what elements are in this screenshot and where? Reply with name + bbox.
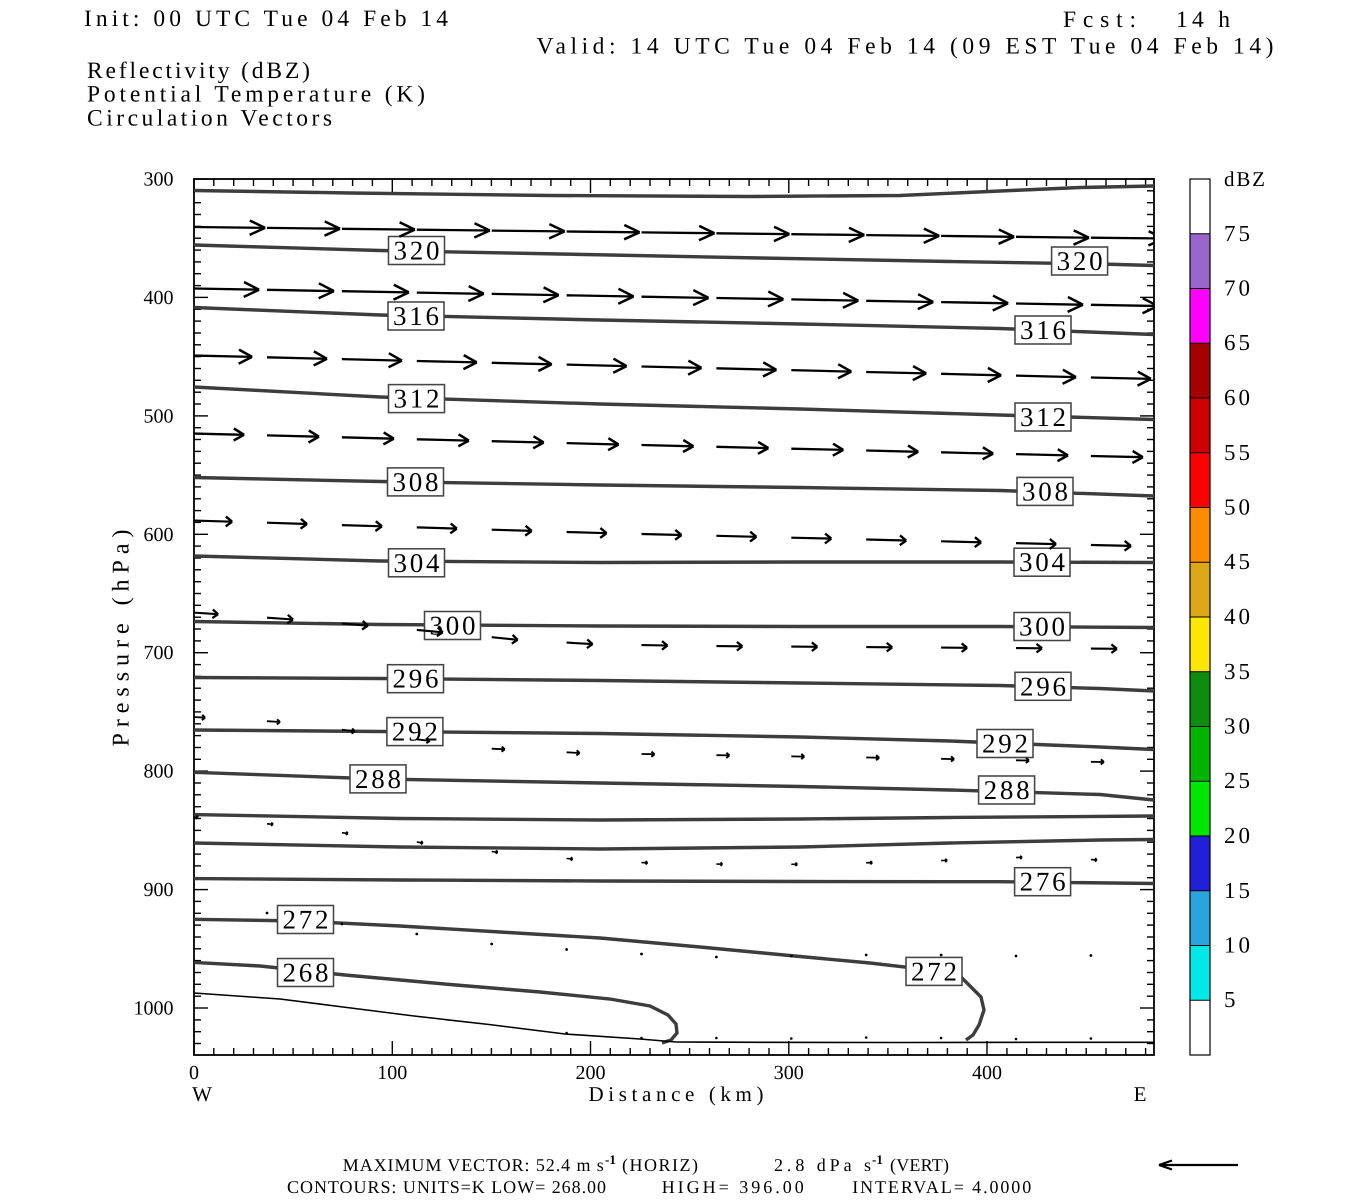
svg-text:500: 500 xyxy=(144,405,174,427)
svg-text:20: 20 xyxy=(1224,823,1250,848)
svg-text:Init: 00 UTC Tue 04 Feb 14: Init: 00 UTC Tue 04 Feb 14 xyxy=(84,6,448,32)
svg-text:288: 288 xyxy=(984,775,1030,805)
svg-text:(HORIZ): (HORIZ) xyxy=(622,1155,698,1175)
svg-text:HIGH= 396.00: HIGH= 396.00 xyxy=(662,1177,804,1197)
svg-text:700: 700 xyxy=(144,642,174,664)
svg-text:296: 296 xyxy=(393,664,439,694)
svg-text:Valid: 14 UTC Tue 04 Feb 14 (0: Valid: 14 UTC Tue 04 Feb 14 (09 EST Tue … xyxy=(537,34,1274,60)
svg-text:70: 70 xyxy=(1224,276,1250,301)
svg-text:Potential Temperature (K): Potential Temperature (K) xyxy=(87,82,425,108)
svg-text:CONTOURS: UNITS=K LOW= 268.: CONTOURS: UNITS=K LOW= 268.00 xyxy=(287,1177,606,1197)
svg-text:14 h: 14 h xyxy=(1176,7,1230,33)
svg-text:316: 316 xyxy=(1020,315,1066,345)
svg-text:Fcst:: Fcst: xyxy=(1063,7,1136,33)
svg-text:296: 296 xyxy=(1020,671,1066,701)
svg-text:320: 320 xyxy=(1057,246,1103,276)
svg-text:25: 25 xyxy=(1224,768,1250,793)
svg-text:304: 304 xyxy=(394,548,441,578)
svg-text:35: 35 xyxy=(1224,659,1250,684)
svg-text:50: 50 xyxy=(1224,495,1250,520)
svg-text:320: 320 xyxy=(394,236,440,266)
svg-text:272: 272 xyxy=(911,956,957,986)
svg-text:800: 800 xyxy=(144,761,174,783)
svg-text:-1: -1 xyxy=(605,1152,616,1167)
svg-text:1000: 1000 xyxy=(134,998,174,1020)
svg-text:W: W xyxy=(192,1082,212,1106)
svg-text:MAXIMUM VECTOR: 52.4 m s: MAXIMUM VECTOR: 52.4 m s xyxy=(343,1155,604,1175)
svg-text:600: 600 xyxy=(144,524,174,546)
svg-text:2.8 dPa s: 2.8 dPa s xyxy=(774,1155,871,1175)
svg-text:65: 65 xyxy=(1224,330,1250,355)
svg-text:272: 272 xyxy=(283,905,329,935)
svg-text:200: 200 xyxy=(576,1062,606,1084)
svg-text:60: 60 xyxy=(1224,385,1250,410)
svg-text:400: 400 xyxy=(972,1062,1002,1084)
svg-text:268: 268 xyxy=(283,958,329,988)
svg-text:276: 276 xyxy=(1020,867,1066,897)
svg-text:5: 5 xyxy=(1224,987,1236,1012)
svg-text:300: 300 xyxy=(430,611,476,641)
svg-text:292: 292 xyxy=(982,729,1028,759)
svg-text:30: 30 xyxy=(1224,714,1250,739)
svg-text:E: E xyxy=(1134,1082,1147,1106)
svg-text:INTERVAL= 4.0000: INTERVAL= 4.0000 xyxy=(852,1177,1031,1197)
svg-text:308: 308 xyxy=(1022,476,1068,506)
svg-text:15: 15 xyxy=(1224,878,1250,903)
svg-text:Pressure (hPa): Pressure (hPa) xyxy=(109,530,135,747)
svg-text:312: 312 xyxy=(1020,402,1066,432)
svg-text:400: 400 xyxy=(144,287,174,309)
svg-text:100: 100 xyxy=(377,1062,407,1084)
svg-text:-1: -1 xyxy=(872,1152,883,1167)
svg-text:10: 10 xyxy=(1224,933,1250,958)
svg-text:308: 308 xyxy=(393,467,439,497)
svg-text:304: 304 xyxy=(1019,547,1066,577)
svg-text:40: 40 xyxy=(1224,604,1250,629)
svg-text:0: 0 xyxy=(189,1062,199,1084)
svg-text:45: 45 xyxy=(1224,549,1250,574)
svg-text:300: 300 xyxy=(144,169,174,191)
svg-text:Circulation Vectors: Circulation Vectors xyxy=(87,106,332,132)
svg-text:(VERT): (VERT) xyxy=(890,1155,949,1175)
svg-text:300: 300 xyxy=(1019,612,1065,642)
svg-text:288: 288 xyxy=(355,764,401,794)
svg-text:316: 316 xyxy=(393,301,439,331)
svg-text:312: 312 xyxy=(394,384,440,414)
svg-text:Distance (km): Distance (km) xyxy=(589,1082,764,1106)
svg-text:75: 75 xyxy=(1224,221,1250,246)
svg-text:300: 300 xyxy=(774,1062,804,1084)
svg-text:Reflectivity (dBZ): Reflectivity (dBZ) xyxy=(87,58,310,84)
svg-text:55: 55 xyxy=(1224,440,1250,465)
svg-text:dBZ: dBZ xyxy=(1224,167,1265,191)
svg-text:900: 900 xyxy=(144,879,174,901)
svg-text:292: 292 xyxy=(392,717,438,747)
